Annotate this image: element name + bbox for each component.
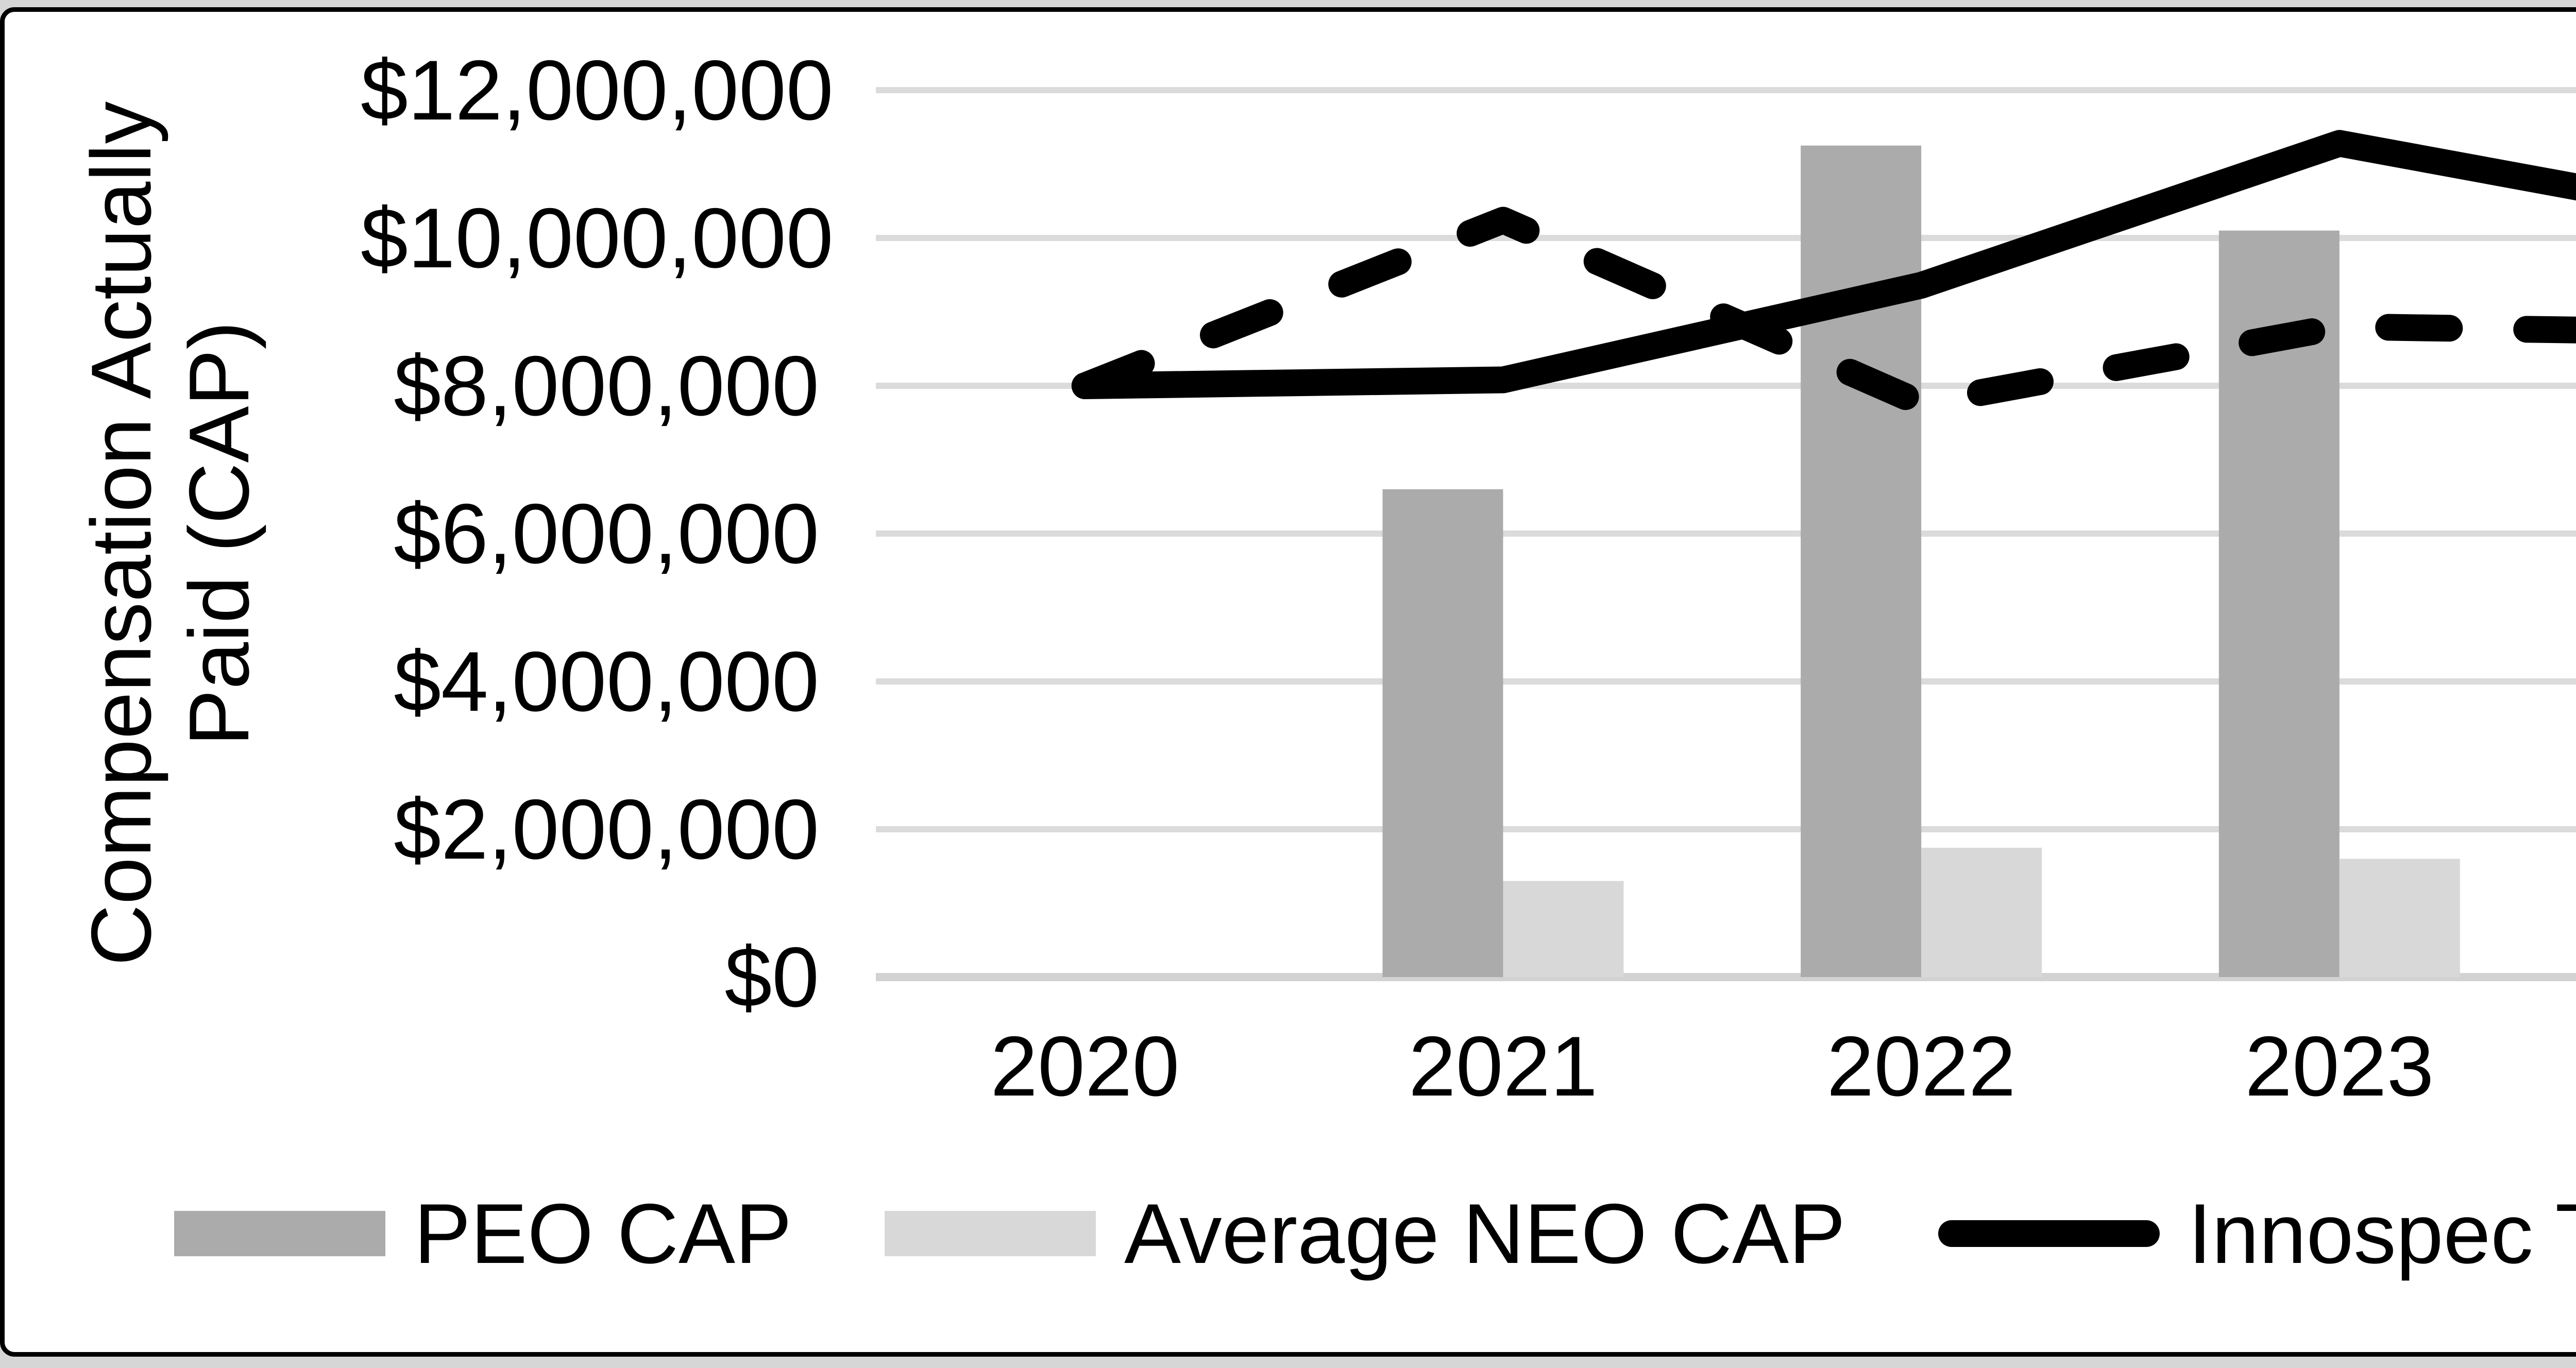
y-axis-left-tick-label: $0 xyxy=(724,930,819,1024)
y-axis-left-tick-label: $12,000,000 xyxy=(361,43,834,138)
x-axis-tick-label-2023: 2023 xyxy=(2245,1019,2434,1114)
x-axis-tick-label-2022: 2022 xyxy=(1826,1019,2016,1114)
legend: PEO CAP Average NEO CAP Innospec TSR Pee… xyxy=(0,1179,2576,1288)
innospec-tsr-line xyxy=(1071,130,2576,399)
peo-cap-bar-2021 xyxy=(1382,489,1503,977)
legend-label-peo-cap: PEO CAP xyxy=(414,1186,792,1281)
solid-line-swatch-icon xyxy=(1938,1220,2160,1247)
y-axis-left-tick-label: $8,000,000 xyxy=(394,338,819,433)
neo-cap-swatch-icon xyxy=(885,1211,1096,1256)
x-axis-tick-label-2021: 2021 xyxy=(1408,1019,1598,1114)
legend-item-innospec-tsr: Innospec TSR xyxy=(1938,1185,2576,1282)
left-axis-title: Compensation Actually Paid (CAP) xyxy=(72,44,268,1023)
legend-item-neo-cap: Average NEO CAP xyxy=(885,1185,1845,1282)
peo-cap-swatch-icon xyxy=(174,1211,386,1256)
peo-cap-bar-2023 xyxy=(2218,230,2340,977)
x-axis-tick-label-2020: 2020 xyxy=(990,1019,1180,1114)
peer-group-tsr-line xyxy=(1071,207,2576,417)
y-axis-left-tick-label: $6,000,000 xyxy=(394,486,819,581)
legend-label-neo-cap: Average NEO CAP xyxy=(1124,1186,1846,1281)
legend-label-innospec-tsr: Innospec TSR xyxy=(2188,1186,2576,1281)
left-axis-title-line1: Compensation Actually xyxy=(74,101,168,966)
neo-cap-bar-2022 xyxy=(1921,847,2042,977)
peo-cap-bar-2022 xyxy=(1801,145,1922,977)
legend-item-peo-cap: PEO CAP xyxy=(174,1185,792,1282)
left-axis-title-line2: Paid (CAP) xyxy=(172,321,266,746)
neo-cap-bar-2021 xyxy=(1503,881,1624,977)
y-axis-left-tick-label: $4,000,000 xyxy=(394,634,819,729)
y-axis-left-tick-label: $10,000,000 xyxy=(361,191,834,285)
y-axis-left-tick-label: $2,000,000 xyxy=(394,782,819,877)
neo-cap-bar-2023 xyxy=(2339,859,2460,977)
